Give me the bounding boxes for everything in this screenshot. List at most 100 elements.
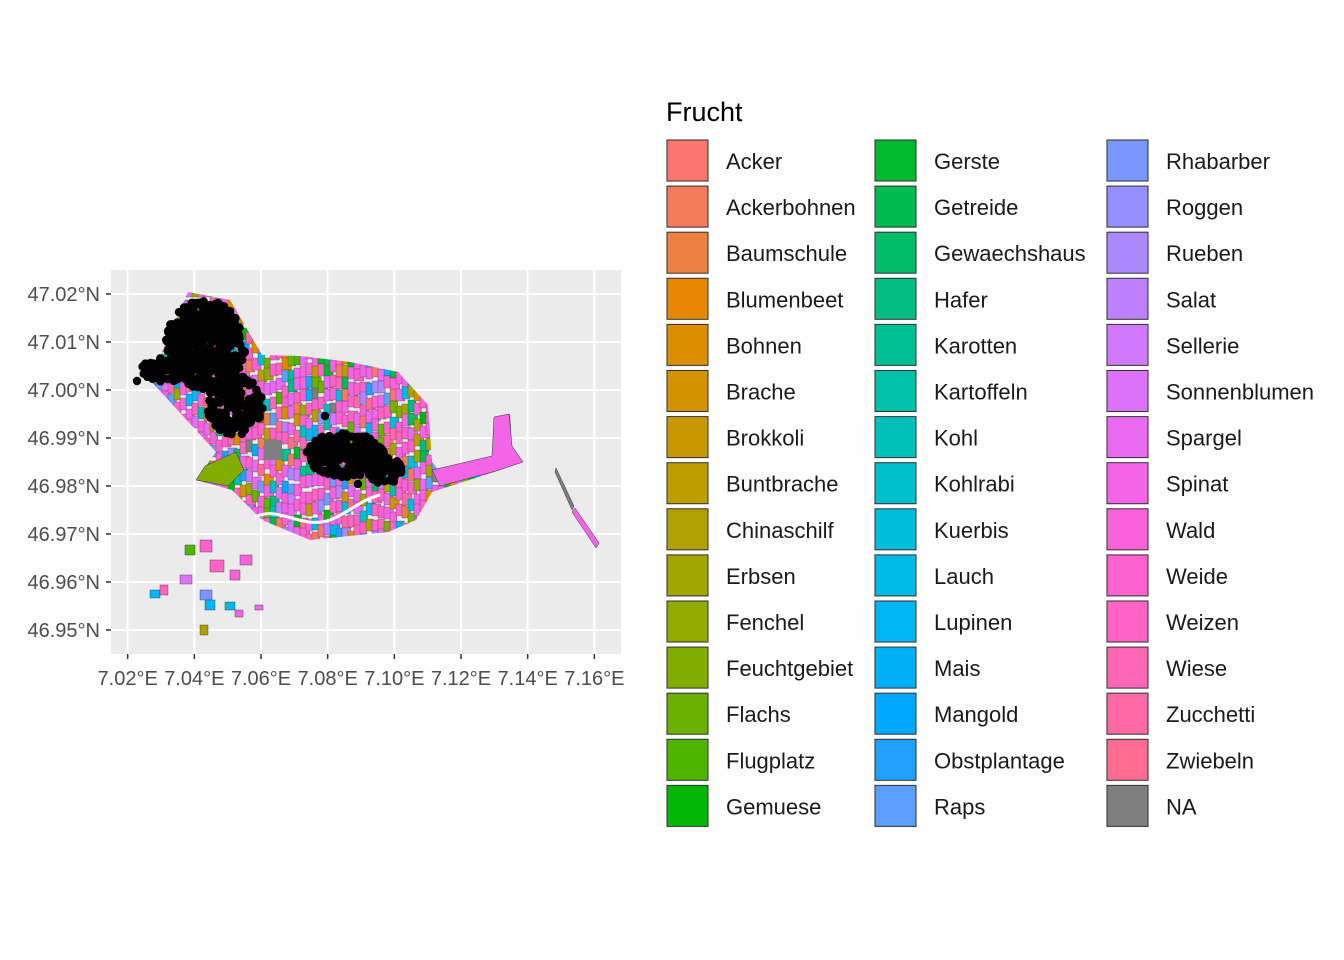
field-parcel [365, 366, 373, 380]
sample-point [167, 365, 176, 375]
legend-label: Sonnenblumen [1166, 380, 1314, 405]
legend-item: Kohl [874, 415, 978, 459]
legend-label: Fenchel [726, 610, 804, 635]
legend-label: Baumschule [726, 241, 847, 266]
field-parcel [287, 422, 296, 436]
legend-label: Rhabarber [1166, 149, 1270, 174]
legend-item: Rhabarber [1106, 139, 1270, 182]
legend-label: Kartoffeln [934, 380, 1028, 405]
field-parcel [149, 589, 161, 599]
legend-swatch [874, 554, 917, 597]
sample-point [366, 439, 375, 448]
sample-point [310, 462, 319, 471]
y-tick-label: 47.00°N [28, 380, 101, 402]
field-parcel [341, 376, 349, 390]
field-parcel [257, 447, 265, 461]
field-parcel [317, 396, 327, 410]
field-parcel [323, 535, 332, 540]
field-parcel [389, 496, 400, 510]
sample-point [360, 453, 369, 462]
legend-item: Acker [666, 139, 782, 182]
legend-label: Flachs [726, 702, 791, 727]
legend-label: Lupinen [934, 610, 1012, 635]
field-parcel [425, 476, 433, 490]
field-parcel [395, 431, 403, 445]
field-parcel [197, 292, 205, 298]
field-parcel [401, 478, 409, 492]
sample-point [332, 465, 341, 474]
legend-item: Rueben [1106, 231, 1243, 275]
sample-point [184, 311, 194, 321]
sample-point [253, 414, 263, 423]
x-tick-label: 7.16°E [564, 668, 624, 690]
field-parcel [329, 374, 338, 388]
legend-swatch [874, 646, 917, 689]
field-parcel [317, 524, 325, 538]
legend-swatch [1106, 370, 1149, 412]
legend-swatch [1106, 185, 1149, 228]
field-parcel [179, 574, 193, 585]
legend-label: Lauch [934, 564, 994, 589]
legend-label: Bohnen [726, 333, 802, 358]
sample-point [350, 460, 359, 470]
field-parcel [199, 624, 209, 636]
field-parcel [311, 387, 319, 401]
field-parcel [239, 554, 253, 566]
sample-point [320, 411, 330, 421]
sample-point [172, 334, 181, 344]
sample-point [172, 325, 182, 334]
sample-point [235, 373, 244, 382]
legend-item: Flugplatz [666, 738, 815, 782]
legend-label: Gemuese [726, 794, 821, 819]
sample-point [154, 365, 164, 375]
field-parcel [383, 421, 391, 435]
sample-point [177, 317, 187, 327]
sample-point [376, 452, 386, 462]
sample-point [239, 419, 248, 428]
sample-point [165, 335, 175, 344]
legend-swatch [874, 323, 917, 366]
legend-swatch [874, 277, 917, 320]
legend-swatch [666, 600, 709, 643]
legend-swatch [1106, 462, 1149, 505]
legend-swatch [666, 646, 709, 689]
field-parcel [275, 377, 286, 391]
field-parcel [199, 539, 213, 553]
legend-label: Buntbrache [726, 472, 839, 497]
sample-point [236, 402, 245, 411]
field-parcel [305, 388, 313, 402]
field-parcel [191, 402, 199, 416]
field-parcel [251, 459, 259, 473]
field-parcel [359, 521, 367, 535]
legend-swatch [874, 231, 917, 274]
field-parcel [299, 436, 308, 450]
legend-swatch [874, 508, 917, 551]
legend-swatch [666, 462, 709, 505]
sample-point [202, 309, 211, 318]
legend-label: Sellerie [1166, 333, 1239, 358]
field-parcel [413, 478, 421, 492]
legend-item: Fenchel [666, 600, 804, 643]
sample-point [302, 447, 312, 457]
legend-label: Chinaschilf [726, 518, 834, 543]
sample-point [353, 479, 363, 489]
y-tick-label: 46.96°N [28, 572, 101, 594]
field-parcel [401, 505, 411, 519]
sample-point [212, 389, 222, 398]
legend-item: Karotten [874, 323, 1017, 367]
sample-point [355, 470, 365, 480]
sample-point [247, 401, 256, 411]
legend-item: Gemuese [666, 784, 821, 828]
legend-label: Ackerbohnen [726, 195, 856, 220]
legend-swatch [666, 416, 709, 459]
legend-swatch [1106, 323, 1149, 366]
field-parcel [264, 440, 282, 460]
field-parcel [389, 442, 397, 456]
legend-item: Mangold [874, 692, 1018, 736]
legend-swatch [1106, 600, 1149, 643]
sample-point [140, 359, 150, 368]
sample-point [334, 452, 343, 462]
field-parcel [371, 418, 379, 432]
map-panel [111, 270, 621, 654]
sample-point [388, 464, 397, 473]
